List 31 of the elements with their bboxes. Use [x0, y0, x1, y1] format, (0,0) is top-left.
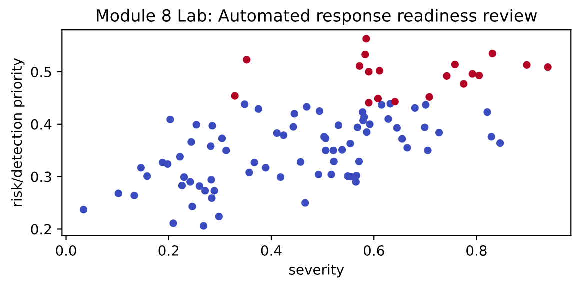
x-axis-title: severity	[290, 264, 344, 278]
point	[426, 93, 434, 101]
point	[391, 98, 399, 106]
point	[243, 56, 251, 64]
point	[376, 67, 384, 75]
point	[362, 35, 370, 43]
point	[468, 70, 476, 78]
point	[443, 72, 451, 80]
point	[231, 92, 239, 100]
x-tick-label: 0.8	[466, 246, 487, 256]
point	[374, 94, 382, 103]
point	[544, 63, 552, 72]
x-tick-label: 0.6	[364, 246, 384, 256]
point	[362, 50, 370, 58]
chart-title: Module 8 Lab: Automated response readiness review	[97, 9, 538, 26]
point	[451, 60, 459, 68]
y-tick-label: 0.2	[31, 224, 52, 235]
y-tick-label: 0.5	[31, 66, 52, 78]
point	[365, 68, 373, 76]
x-tick-label: 0.2	[158, 246, 179, 256]
point	[365, 99, 373, 107]
point	[460, 80, 468, 88]
point	[475, 72, 484, 80]
point	[356, 62, 364, 70]
y-axis-title: risk/detection priority	[11, 58, 25, 206]
point	[488, 50, 496, 58]
x-tick-label: 0.0	[56, 246, 76, 256]
y-tick-label: 0.3	[31, 172, 52, 182]
point	[523, 61, 531, 69]
y-tick-label: 0.4	[31, 119, 52, 130]
x-tick-label: 0.4	[261, 246, 282, 256]
